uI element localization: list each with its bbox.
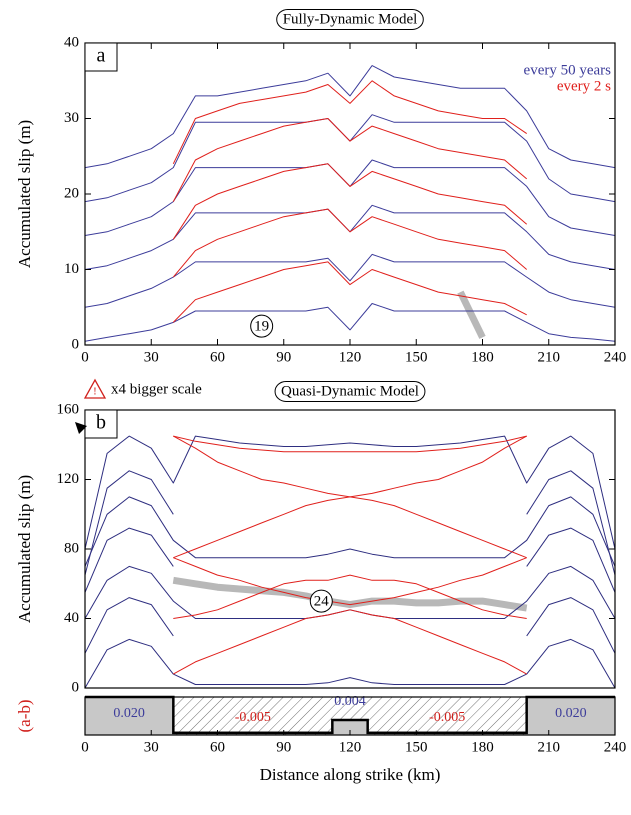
x-tick-label: 90 [276,349,291,365]
y-tick-label: 30 [64,110,79,126]
plot-area [85,435,615,688]
x-tick-label: 0 [81,739,89,755]
annotation: 24 [314,594,330,610]
x-tick-label: 150 [405,739,428,755]
y-tick-label: 0 [72,336,80,352]
slip-curve [172,261,527,323]
y-tick-label: 120 [57,471,80,487]
y-tick-label: 40 [64,610,79,626]
y-axis-label: (a-b) [15,699,34,732]
slip-curve [85,114,615,203]
y-tick-label: 10 [64,261,79,277]
y-axis-label: Accumulated slip (m) [15,120,34,268]
y-tick-label: 0 [72,679,80,695]
slip-curve [85,470,615,576]
x-tick-label: 210 [538,349,561,365]
warning-text: x4 bigger scale [111,381,202,397]
value-label: -0.005 [235,710,271,725]
value-label: 0.004 [334,694,366,709]
friction-segment [85,697,174,735]
x-tick-label: 210 [538,739,561,755]
warning-triangle [83,378,107,399]
slip-curve [173,609,527,675]
slip-curve [85,597,615,654]
y-tick-label: 20 [64,185,79,201]
annotation: 19 [254,319,269,335]
value-label: -0.005 [429,710,465,725]
slip-curve [173,435,527,453]
x-tick-label: 0 [81,349,89,365]
panel-title: Quasi-Dynamic Model [281,383,419,399]
plot-area [85,65,615,342]
slip-curve [173,574,527,619]
panel-title-box [274,380,426,402]
slip-curve [85,565,615,619]
annotation-circle [250,314,274,338]
x-tick-label: 60 [210,349,225,365]
slip-curve [85,435,615,550]
x-tick-label: 30 [144,739,159,755]
value-label: 0.020 [113,706,145,721]
panel-label-box [84,42,118,72]
x-axis-label: Distance along strike (km) [260,765,441,784]
slip-curve [172,80,527,165]
warning-arrow [75,422,87,434]
panel-label: b [96,412,106,434]
value-label: 0.020 [555,706,587,721]
friction-profile [85,695,615,735]
slip-curve [85,496,615,567]
x-tick-label: 240 [604,349,627,365]
panel-label: a [97,45,106,67]
x-tick-label: 180 [471,739,494,755]
x-tick-label: 30 [144,349,159,365]
slip-curve [172,208,528,278]
y-tick-label: 160 [57,401,80,417]
x-tick-label: 150 [405,349,428,365]
y-tick-label: 40 [64,34,79,50]
slip-curve [85,204,615,270]
panel-label-box [84,409,118,439]
panel-title-box [276,8,424,30]
slip-curve [85,253,615,308]
plot-frame [84,42,616,346]
warning-icon: ! [93,386,97,398]
x-tick-label: 60 [210,739,225,755]
y-tick-label: 80 [64,540,79,556]
slip-curve [85,65,615,169]
slip-curve [172,576,528,612]
x-tick-label: 240 [604,739,627,755]
slip-curve [85,159,615,236]
slip-curve [457,290,486,339]
slip-curve [172,118,528,202]
x-tick-label: 120 [339,349,362,365]
slip-curve [85,638,615,688]
x-tick-label: 90 [276,739,291,755]
x-tick-label: 180 [471,349,494,365]
slip-curve [173,435,527,498]
slip-curve [85,303,615,342]
legend-label: every 2 s [557,78,611,94]
friction-segment [526,697,615,735]
annotation-circle [309,589,333,613]
slip-curve [85,527,615,593]
friction-segment [332,719,368,735]
panel-title: Fully-Dynamic Model [283,11,418,27]
slip-curve [172,163,528,240]
legend-label: every 50 years [524,62,612,78]
y-axis-label: Accumulated slip (m) [15,475,34,623]
x-tick-label: 120 [339,739,362,755]
slip-curve [173,557,527,606]
